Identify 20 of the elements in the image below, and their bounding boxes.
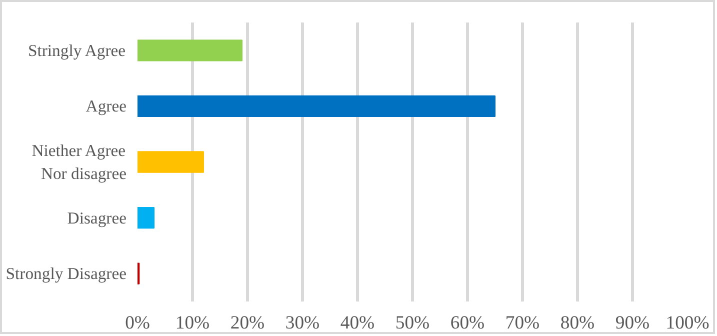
x-tick-label: 60% xyxy=(450,312,485,334)
x-tick-label: 50% xyxy=(395,312,430,334)
bar xyxy=(138,40,242,62)
y-tick-label: Agree xyxy=(86,96,127,116)
x-tick-label: 0% xyxy=(125,312,150,334)
x-tick-label: 10% xyxy=(175,312,210,334)
y-tick-label: Stringly Agree xyxy=(28,40,126,60)
x-tick-label: 30% xyxy=(285,312,320,334)
x-tick-label: 100% xyxy=(666,312,710,334)
y-tick-label: Niether Agree Nor disagree xyxy=(32,141,127,183)
bar xyxy=(138,151,204,173)
x-tick-label: 40% xyxy=(340,312,375,334)
x-tick-label: 80% xyxy=(560,312,595,334)
bar xyxy=(138,95,496,118)
y-tick-label: Strongly Disagree xyxy=(6,264,126,284)
x-tick-label: 70% xyxy=(505,312,540,334)
x-tick-label: 90% xyxy=(615,312,650,334)
bar xyxy=(138,206,154,229)
y-tick-label: Disagree xyxy=(67,208,127,228)
x-tick-label: 20% xyxy=(230,312,265,334)
